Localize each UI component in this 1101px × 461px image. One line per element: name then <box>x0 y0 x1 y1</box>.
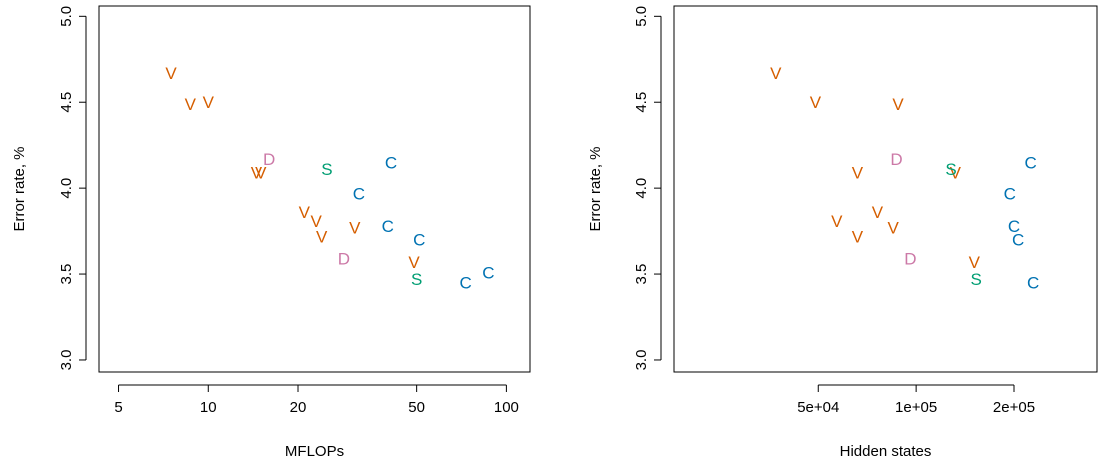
x-tick-label: 2e+05 <box>993 399 1035 416</box>
data-point-v: V <box>831 212 843 231</box>
data-point-v: V <box>872 203 884 222</box>
data-point-d: D <box>890 150 902 169</box>
y-tick-label: 3.0 <box>633 350 650 371</box>
data-point-c: C <box>1012 231 1024 250</box>
data-point-v: V <box>969 253 981 272</box>
data-point-c: C <box>482 263 494 282</box>
data-point-v: V <box>316 227 328 246</box>
y-axis-title: Error rate, % <box>587 146 604 231</box>
y-axis-title: Error rate, % <box>11 146 28 231</box>
plot-box <box>98 5 531 373</box>
x-tick-label: 20 <box>290 399 307 416</box>
data-point-d: D <box>904 250 916 269</box>
data-point-c: C <box>353 184 365 203</box>
data-point-v: V <box>770 64 782 83</box>
scatter-panel-hidden-states: 5e+04 1e+05 2e+05 3.03.54.04.55.0 VV VVVVVV… <box>587 5 1098 460</box>
x-tick-label: 1e+05 <box>895 399 937 416</box>
x-axis: 5 10 20 50 100 <box>114 384 519 416</box>
y-tick-label: 3.5 <box>58 264 75 285</box>
x-tick-label: 5e+04 <box>797 399 839 416</box>
data-point-v: V <box>310 212 322 231</box>
data-point-v: V <box>810 93 822 112</box>
data-point-v: V <box>251 164 263 183</box>
data-point-s: S <box>411 270 422 289</box>
y-tick-label: 4.5 <box>633 92 650 113</box>
data-point-v: V <box>255 164 267 183</box>
y-tick-label: 5.0 <box>633 6 650 27</box>
x-axis: 5e+04 1e+05 2e+05 <box>797 384 1035 416</box>
data-point-c: C <box>413 231 425 250</box>
y-tick-label: 4.5 <box>58 92 75 113</box>
data-point-s: S <box>945 160 956 179</box>
data-point-v: V <box>892 95 904 114</box>
x-tick-label: 100 <box>494 399 519 416</box>
data-point-c: C <box>1008 217 1020 236</box>
data-point-s: S <box>321 160 332 179</box>
x-tick-label: 50 <box>408 399 425 416</box>
data-point-v: V <box>299 203 311 222</box>
y-axis: 3.0 3.5 4.0 4.5 5.0 <box>633 6 662 371</box>
data-point-v: V <box>852 164 864 183</box>
data-point-s: S <box>971 270 982 289</box>
y-axis: 3.0 3.5 4.0 4.5 5.0 <box>58 6 87 371</box>
data-point-v: V <box>408 253 420 272</box>
y-tick-label: 5.0 <box>58 6 75 27</box>
x-tick-label: 5 <box>114 399 122 416</box>
data-point-c: C <box>1004 184 1016 203</box>
data-point-v: V <box>165 64 177 83</box>
data-point-c: C <box>1027 274 1039 293</box>
y-tick-label: 4.0 <box>58 178 75 199</box>
x-axis-title: Hidden states <box>840 443 932 460</box>
y-tick-label: 4.0 <box>633 178 650 199</box>
data-point-c: C <box>1024 153 1036 172</box>
x-tick-label: 10 <box>200 399 217 416</box>
data-point-c: C <box>382 217 394 236</box>
data-point-v: V <box>203 93 215 112</box>
x-axis-title: MFLOPs <box>285 443 344 460</box>
data-point-v: V <box>888 219 900 238</box>
data-point-v: V <box>852 227 864 246</box>
data-point-v: V <box>185 95 197 114</box>
data-point-d: D <box>263 150 275 169</box>
data-point-d: D <box>338 250 350 269</box>
y-tick-label: 3.5 <box>633 264 650 285</box>
data-point-v: V <box>349 219 361 238</box>
data-point-v: V <box>950 164 962 183</box>
y-tick-label: 3.0 <box>58 350 75 371</box>
plot-box <box>673 5 1098 373</box>
data-point-c: C <box>385 153 397 172</box>
data-point-c: C <box>460 274 472 293</box>
